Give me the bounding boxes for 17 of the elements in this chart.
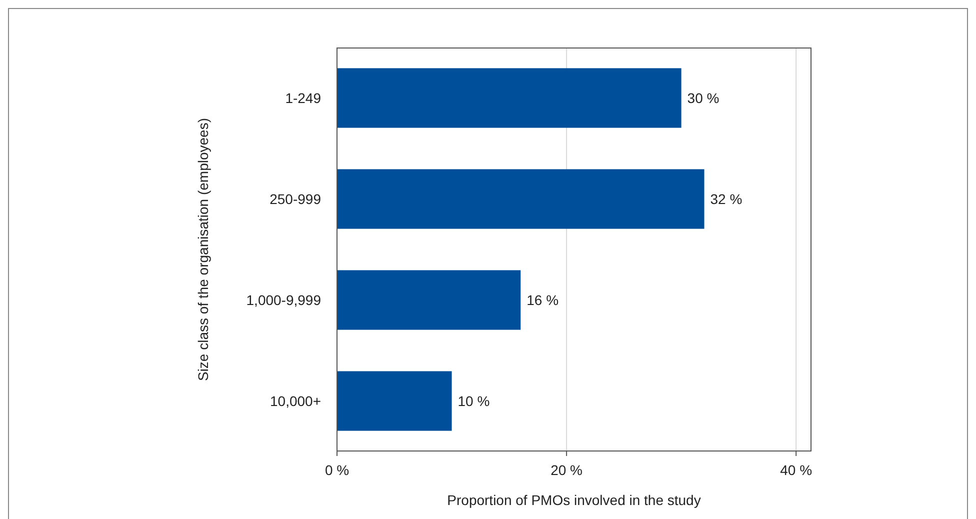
x-tick-label: 40 % (780, 462, 812, 478)
y-axis-title: Size class of the organisation (employees) (195, 118, 211, 382)
x-axis-title: Proportion of PMOs involved in the study (447, 492, 701, 508)
data-label: 30 % (687, 90, 720, 106)
bar (337, 371, 452, 431)
x-tick-label: 20 % (550, 462, 582, 478)
y-tick-label: 1-249 (285, 90, 322, 106)
data-label: 16 % (526, 292, 559, 308)
y-tick-label: 1,000-9,999 (246, 292, 322, 308)
bar (337, 270, 521, 330)
data-label: 10 % (458, 392, 490, 409)
y-tick-label: 250-999 (270, 190, 322, 207)
y-tick-label: 10,000+ (270, 392, 321, 409)
x-tick-label: 0 % (324, 462, 350, 478)
bar (337, 68, 682, 128)
bar (337, 169, 704, 229)
data-label: 32 % (710, 190, 742, 207)
